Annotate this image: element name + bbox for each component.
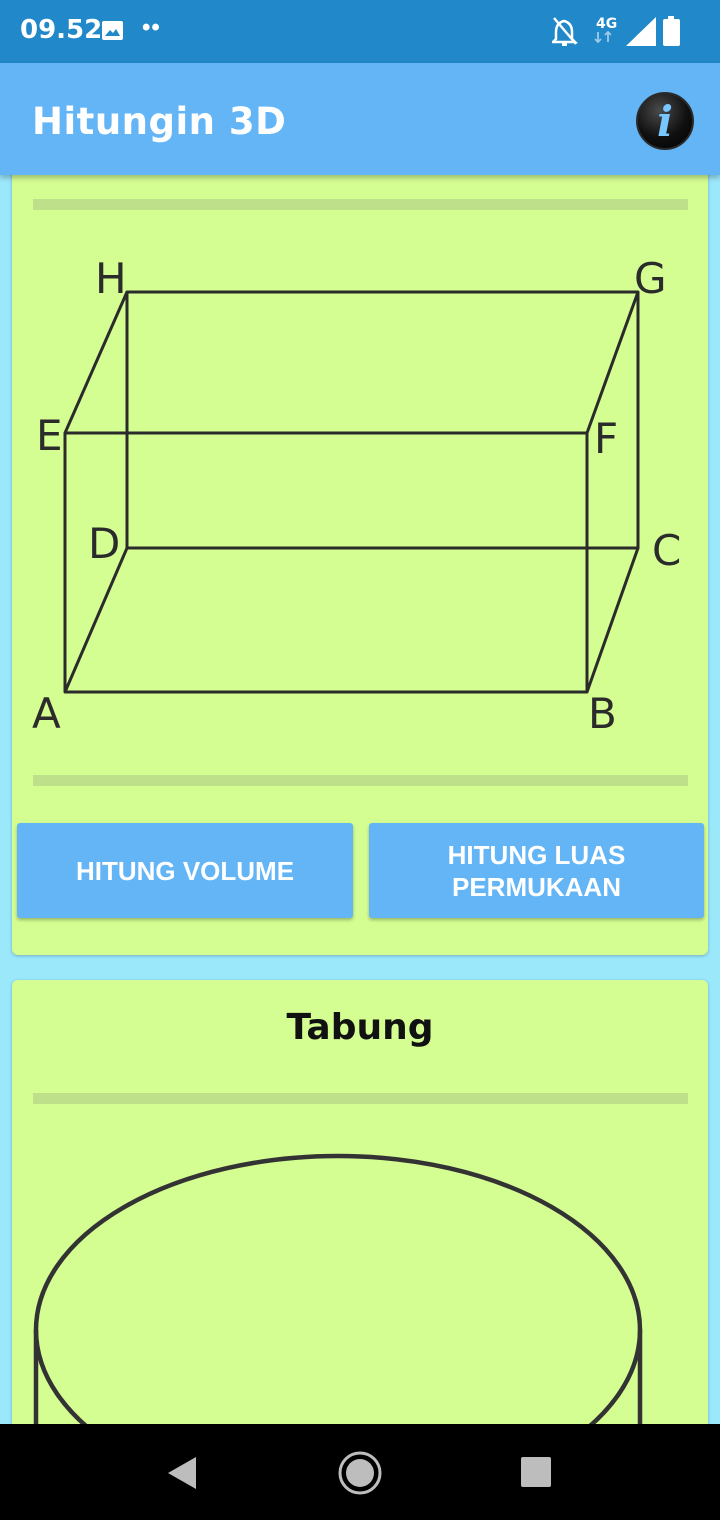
hitung-luas-permukaan-button[interactable]: HITUNG LUAS PERMUKAAN	[369, 823, 704, 918]
card-title: Tabung	[286, 1007, 434, 1048]
status-dots: ••	[142, 14, 161, 41]
app-title: Hitungin 3D	[32, 100, 287, 143]
recents-icon[interactable]	[520, 1456, 552, 1488]
cuboid-card: A B C D E F G H HITUNG VOLUME HITUNG LUA…	[12, 140, 708, 955]
home-icon[interactable]	[337, 1450, 383, 1496]
app-bar: Hitungin 3D i	[0, 63, 720, 175]
vertex-label-e: E	[36, 411, 63, 460]
image-icon	[102, 21, 123, 40]
battery-icon	[663, 16, 680, 46]
back-icon[interactable]	[166, 1456, 198, 1490]
vertex-label-a: A	[32, 689, 61, 738]
divider-top	[33, 199, 688, 210]
divider-bottom	[33, 775, 688, 786]
status-time: 09.52	[20, 15, 103, 45]
divider-top	[33, 1093, 688, 1104]
signal-icon	[626, 17, 656, 46]
svg-text:4G: 4G	[596, 16, 617, 32]
network-type-icon: 4G	[594, 16, 617, 44]
status-bar: 09.52 •• 4G	[0, 0, 720, 63]
info-icon: i	[657, 97, 673, 146]
vertex-label-c: C	[652, 526, 681, 575]
vertex-label-g: G	[634, 254, 667, 303]
info-button[interactable]: i	[636, 92, 694, 150]
hitung-volume-button[interactable]: HITUNG VOLUME	[17, 823, 353, 918]
vertex-label-f: F	[594, 414, 618, 463]
cuboid-diagram: A B C D E F G H	[32, 254, 681, 738]
status-icons: 4G	[552, 16, 680, 46]
notifications-off-icon	[552, 17, 579, 46]
vertex-label-b: B	[588, 689, 617, 738]
vertex-label-h: H	[95, 254, 127, 303]
vertex-label-d: D	[88, 519, 120, 568]
navigation-bar	[0, 1424, 720, 1520]
